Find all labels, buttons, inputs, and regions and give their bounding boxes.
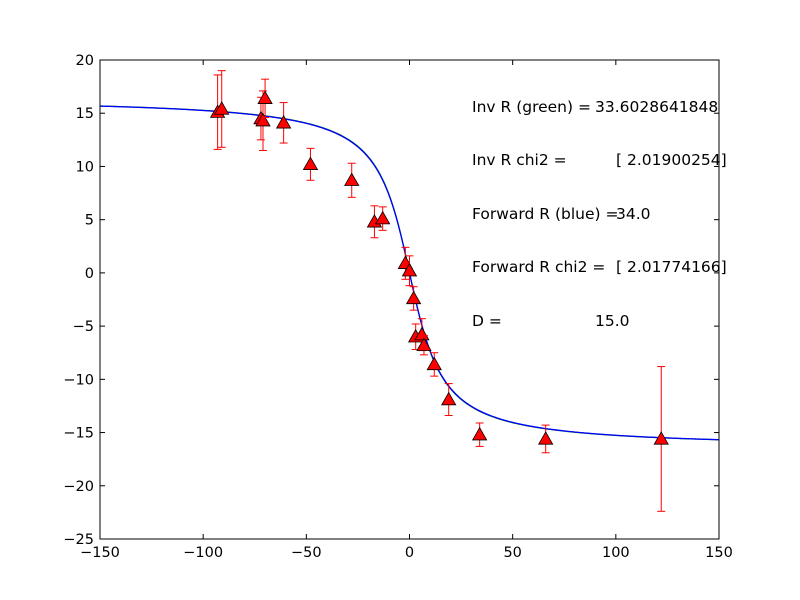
triangle-marker bbox=[275, 114, 292, 129]
y-tick-label: 10 bbox=[76, 159, 94, 175]
annotation-forward-r-label: Forward R (blue) = bbox=[472, 205, 618, 223]
annotation-inv-chi2-label: Inv R chi2 = bbox=[472, 151, 567, 169]
triangle-marker bbox=[653, 431, 669, 445]
triangle-marker bbox=[257, 90, 273, 104]
data-point bbox=[255, 90, 271, 151]
y-tick-label: 5 bbox=[85, 213, 94, 229]
annotation-forward-r-value: 34.0 bbox=[616, 205, 651, 223]
triangle-marker bbox=[401, 262, 418, 277]
triangle-marker bbox=[426, 356, 442, 371]
data-point bbox=[441, 383, 457, 417]
data-point bbox=[302, 147, 319, 181]
triangle-marker bbox=[405, 290, 422, 305]
annotation-forward-chi2-label: Forward R chi2 = bbox=[472, 258, 605, 276]
annotation-d-value: 15.0 bbox=[595, 312, 630, 330]
triangle-marker bbox=[441, 391, 457, 406]
triangle-marker bbox=[416, 337, 432, 351]
data-point bbox=[537, 424, 554, 454]
y-tick-label: −5 bbox=[73, 319, 94, 335]
x-tick-label: −100 bbox=[183, 545, 223, 561]
data-point bbox=[653, 366, 669, 512]
triangle-marker bbox=[471, 426, 488, 441]
triangle-marker bbox=[302, 156, 319, 170]
axis-ticks: −150 −100 −50 0 50 100 150−25−20−15−10−5051015… bbox=[63, 53, 732, 561]
x-tick-label: 150 bbox=[705, 545, 733, 561]
triangle-marker bbox=[255, 112, 271, 127]
data-points bbox=[209, 70, 669, 512]
y-tick-label: −15 bbox=[63, 426, 94, 442]
y-tick-label: 20 bbox=[76, 53, 94, 69]
triangle-marker bbox=[214, 101, 230, 115]
data-point bbox=[275, 102, 292, 144]
triangle-marker bbox=[537, 431, 554, 445]
x-tick-label: 100 bbox=[602, 545, 630, 561]
triangle-marker bbox=[414, 326, 430, 341]
data-point bbox=[214, 70, 230, 148]
data-point bbox=[471, 422, 488, 447]
x-tick-label: 0 bbox=[405, 545, 414, 561]
data-point bbox=[401, 255, 418, 287]
data-point bbox=[344, 162, 360, 198]
data-point bbox=[257, 78, 273, 118]
annotations: Inv R (green) = 33.6028641848 Inv R chi2… bbox=[472, 98, 727, 330]
data-point bbox=[416, 335, 432, 356]
y-tick-label: −25 bbox=[63, 532, 94, 548]
y-tick-label: −10 bbox=[63, 372, 94, 388]
data-point bbox=[405, 286, 422, 311]
annotation-inv-r-label: Inv R (green) = bbox=[472, 98, 591, 116]
triangle-marker bbox=[374, 210, 391, 225]
x-tick-label: −150 bbox=[80, 545, 120, 561]
y-tick-label: −20 bbox=[63, 479, 94, 495]
annotation-inv-r-value: 33.6028641848 bbox=[595, 98, 718, 116]
annotation-forward-chi2-value: [ 2.01774166] bbox=[616, 258, 727, 276]
y-tick-label: 0 bbox=[85, 266, 94, 282]
x-tick-label: −50 bbox=[291, 545, 322, 561]
annotation-inv-chi2-value: [ 2.01900254] bbox=[616, 151, 727, 169]
y-tick-label: 15 bbox=[76, 106, 94, 122]
annotation-d-label: D = bbox=[472, 312, 502, 330]
triangle-marker bbox=[344, 172, 360, 186]
data-point bbox=[374, 206, 391, 231]
x-tick-label: 50 bbox=[503, 545, 521, 561]
data-point bbox=[426, 352, 442, 377]
